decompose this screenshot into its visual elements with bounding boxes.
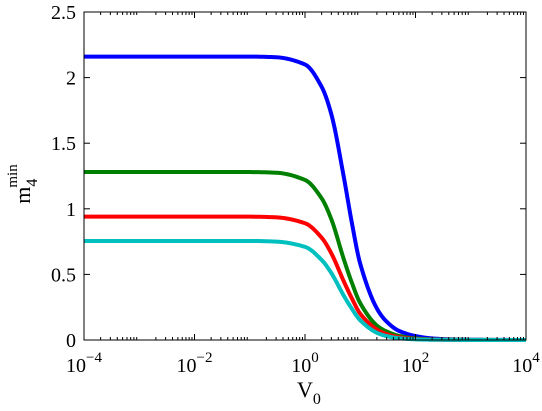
series-line-1 [83, 54, 527, 342]
x-axis-label: V0 [297, 377, 321, 408]
x-tick-label: 102 [402, 350, 430, 377]
y-tick-label: 1.5 [51, 133, 76, 155]
tick-layer: 0 0.5 1 1.5 2 2.5 10−4 10−2 100 102 104 [51, 2, 540, 377]
x-tick-label: 10−2 [177, 350, 213, 377]
y-tick-label: 2 [66, 68, 76, 90]
y-tick-label: 2.5 [51, 2, 76, 24]
y-axis-label: m4min [5, 164, 41, 204]
series-line-3 [83, 214, 527, 342]
series-line-2 [83, 170, 527, 342]
series-line-4 [83, 238, 527, 342]
y-tick-label: 0 [66, 330, 76, 352]
series-layer [83, 54, 527, 342]
y-tick-label: 0.5 [51, 264, 76, 286]
plot-frame [83, 11, 527, 341]
x-tick-label: 10−4 [66, 350, 102, 377]
x-tick-label: 100 [291, 350, 319, 377]
x-tick-label: 104 [512, 350, 540, 377]
y-tick-label: 1 [66, 199, 76, 221]
